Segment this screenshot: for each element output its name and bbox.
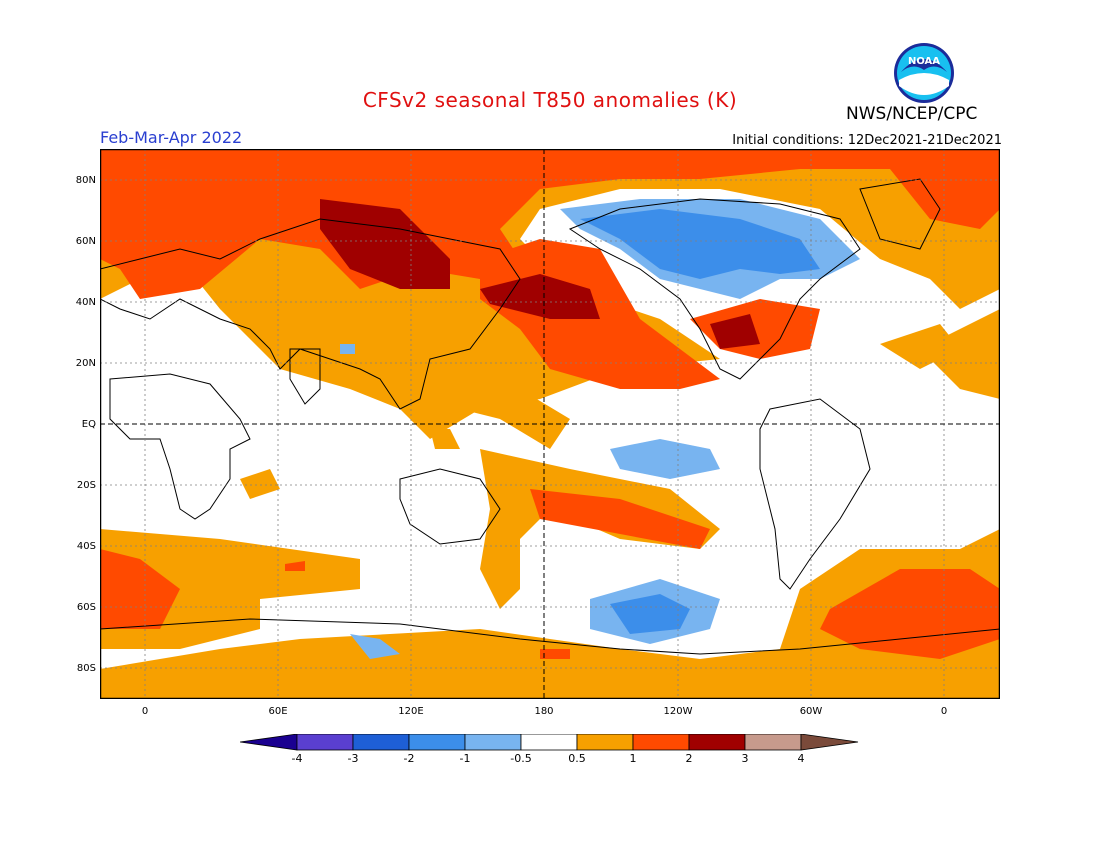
colorbar-left-arrow xyxy=(240,734,298,751)
colorbar-label: -2 xyxy=(403,752,415,765)
anomaly-map xyxy=(99,148,1001,700)
colorbar-label: 3 xyxy=(741,752,749,765)
warm-2k-regions xyxy=(320,199,760,349)
colorbar-swatch-8 xyxy=(688,734,746,751)
lat-label-40s: 40S xyxy=(76,541,96,552)
lat-label-20s: 20S xyxy=(76,480,96,491)
lat-label-40n: 40N xyxy=(75,297,96,308)
colorbar-right-arrow xyxy=(800,734,859,751)
svg-text:NOAA: NOAA xyxy=(908,56,940,67)
organization-label: NWS/NCEP/CPC xyxy=(846,104,978,124)
lat-label-20n: 20N xyxy=(75,358,96,369)
colorbar-swatch-1 xyxy=(296,734,354,751)
lon-label-0: 0 xyxy=(141,706,149,717)
colorbar-swatch-2 xyxy=(352,734,410,751)
forecast-period: Feb-Mar-Apr 2022 xyxy=(100,128,243,147)
colorbar-swatch-3 xyxy=(408,734,466,751)
lon-label-60w: 60W xyxy=(799,706,823,717)
lat-label-eq: EQ xyxy=(81,419,96,430)
map-canvas xyxy=(99,148,1001,700)
colorbar-label: -1 xyxy=(459,752,471,765)
colorbar-label: 0.5 xyxy=(568,752,586,765)
warm-1k-regions xyxy=(100,149,1000,659)
colorbar-label: 1 xyxy=(629,752,637,765)
colorbar-swatch-4 xyxy=(464,734,522,751)
colorbar-swatch-9 xyxy=(744,734,802,751)
lat-label-80n: 80N xyxy=(75,175,96,186)
lon-label-120w: 120W xyxy=(663,706,693,717)
colorbar-swatch-5 xyxy=(520,734,578,751)
noaa-logo: NOAA xyxy=(894,43,954,103)
colorbar-label: -4 xyxy=(291,752,303,765)
colorbar xyxy=(240,734,859,751)
lat-label-80s: 80S xyxy=(76,663,96,674)
initial-conditions: Initial conditions: 12Dec2021-21Dec2021 xyxy=(732,133,1002,148)
lon-label-0-east: 0 xyxy=(940,706,948,717)
lat-label-60n: 60N xyxy=(75,236,96,247)
colorbar-label: -0.5 xyxy=(510,752,532,765)
reference-lines xyxy=(100,149,1000,699)
lat-label-60s: 60S xyxy=(76,602,96,613)
map-title: CFSv2 seasonal T850 anomalies (K) xyxy=(362,88,738,112)
lon-label-120e: 120E xyxy=(398,706,424,717)
colorbar-swatch-7 xyxy=(632,734,690,751)
graticule xyxy=(100,149,1000,699)
colorbar-label: 4 xyxy=(797,752,805,765)
map-frame xyxy=(99,148,1001,700)
lon-label-180: 180 xyxy=(534,706,554,717)
lon-label-60e: 60E xyxy=(268,706,288,717)
colorbar-swatch-6 xyxy=(576,734,634,751)
colorbar-label: -3 xyxy=(347,752,359,765)
cool-1k-regions xyxy=(580,209,820,634)
colorbar-label: 2 xyxy=(685,752,693,765)
